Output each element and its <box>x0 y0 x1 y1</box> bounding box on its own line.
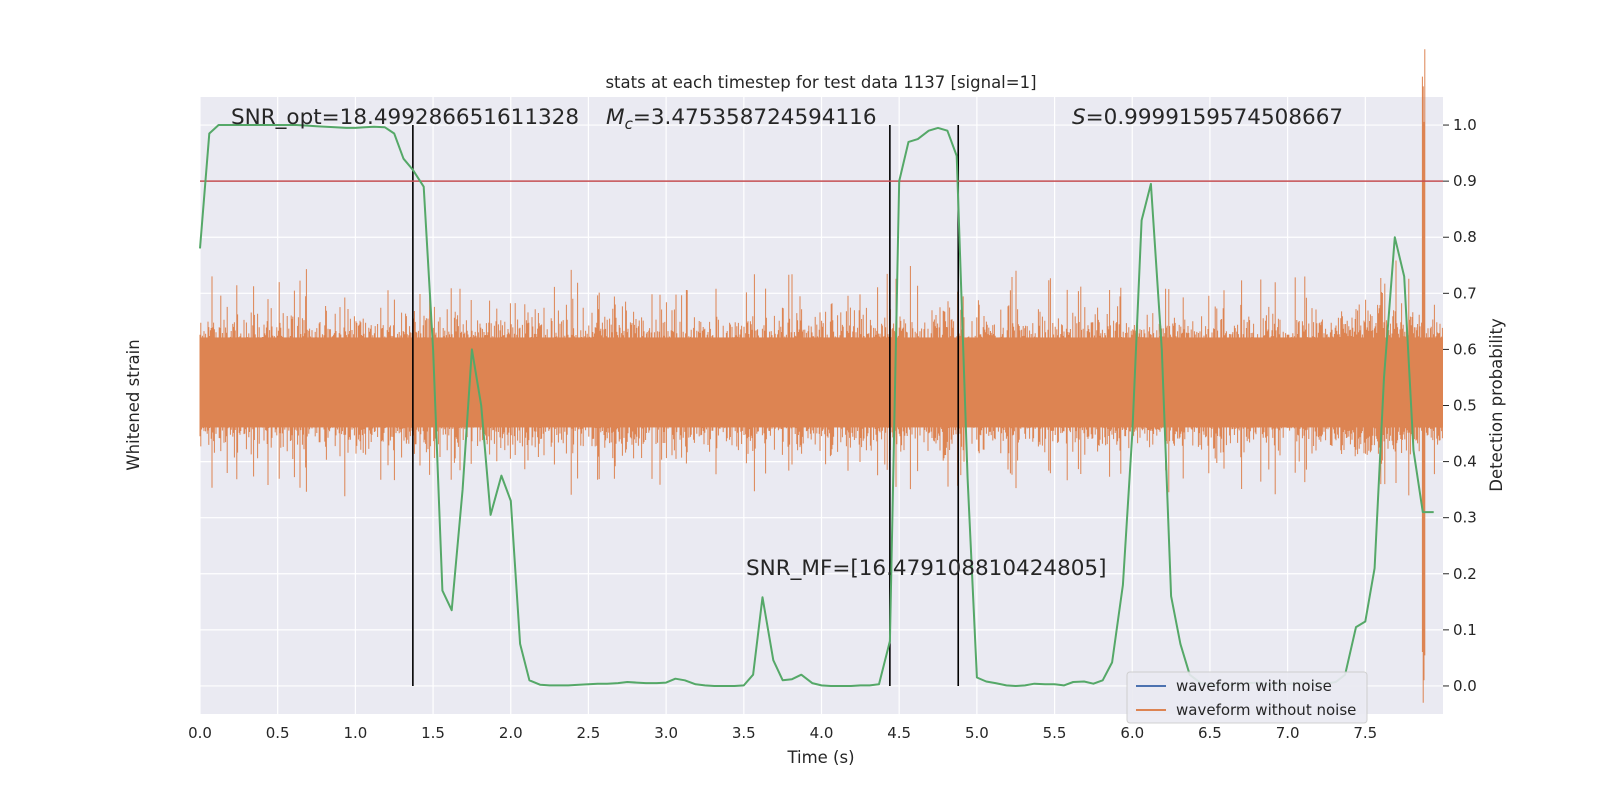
x-axis-label: Time (s) <box>786 748 854 767</box>
snr-opt-annotation: SNR_opt=18.499286651611328 <box>231 105 579 130</box>
legend-label-clean: waveform without noise <box>1176 701 1356 719</box>
s-annotation: S=0.9999159574508667 <box>1072 105 1343 130</box>
x-tick-label: 2.0 <box>499 724 523 742</box>
chirp-mass-subscript: c <box>625 115 634 133</box>
x-tick-label: 5.0 <box>965 724 989 742</box>
y-tick-label: 0.5 <box>1453 397 1477 415</box>
y-tick-label: 0.8 <box>1453 228 1477 246</box>
y-tick-label: 0.1 <box>1453 621 1477 639</box>
y-tick-label: 0.4 <box>1453 453 1477 471</box>
y-tick-label: 0.2 <box>1453 565 1477 583</box>
x-tick-label: 4.5 <box>887 724 911 742</box>
x-tick-label: 3.0 <box>654 724 678 742</box>
x-tick-label: 6.0 <box>1120 724 1144 742</box>
s-symbol: S <box>1072 105 1086 130</box>
x-tick-label: 5.5 <box>1043 724 1067 742</box>
y-tick-label: 0.7 <box>1453 284 1477 302</box>
x-tick-label: 4.0 <box>810 724 834 742</box>
y-tick-label: 0.9 <box>1453 172 1477 190</box>
snr-mf-annotation: SNR_MF=[16.479108810424805] <box>746 556 1107 581</box>
waveform-dense-band <box>200 337 1443 428</box>
x-tick-label: 7.5 <box>1353 724 1377 742</box>
x-tick-label: 1.5 <box>421 724 445 742</box>
x-tick-label: 1.0 <box>343 724 367 742</box>
x-tick-label: 0.5 <box>266 724 290 742</box>
x-tick-label: 0.0 <box>188 724 212 742</box>
chirp-mass-symbol: M <box>606 105 625 130</box>
chart-title: stats at each timestep for test data 113… <box>605 73 1036 92</box>
y-tick-label: 0.6 <box>1453 340 1477 358</box>
x-tick-label: 3.5 <box>732 724 756 742</box>
x-tick-label: 2.5 <box>577 724 601 742</box>
legend-box <box>1126 671 1368 724</box>
y-tick-label: 0.0 <box>1453 677 1477 695</box>
x-tick-label: 6.5 <box>1198 724 1222 742</box>
y-tick-label: 0.3 <box>1453 509 1477 527</box>
tick-layer: 0.0 0.5 1.0 1.5 2.0 2.5 3.0 3.5 4.0 4.5 5.0 5.5 6.0 6… <box>188 116 1477 742</box>
waveform-layer <box>199 49 1443 703</box>
s-value: =0.9999159574508667 <box>1086 105 1343 130</box>
y-axis-label-right: Detection probability <box>1487 318 1506 492</box>
y-tick-label: 1.0 <box>1453 116 1477 134</box>
legend-label-noise: waveform with noise <box>1176 677 1332 695</box>
y-axis-label-left: Whitened strain <box>124 339 143 470</box>
x-tick-label: 7.0 <box>1276 724 1300 742</box>
chirp-mass-value: =3.475358724594116 <box>633 105 877 130</box>
legend: waveform with noise waveform without noi… <box>1126 671 1368 724</box>
chirp-mass-annotation: Mc=3.475358724594116 <box>606 105 877 133</box>
